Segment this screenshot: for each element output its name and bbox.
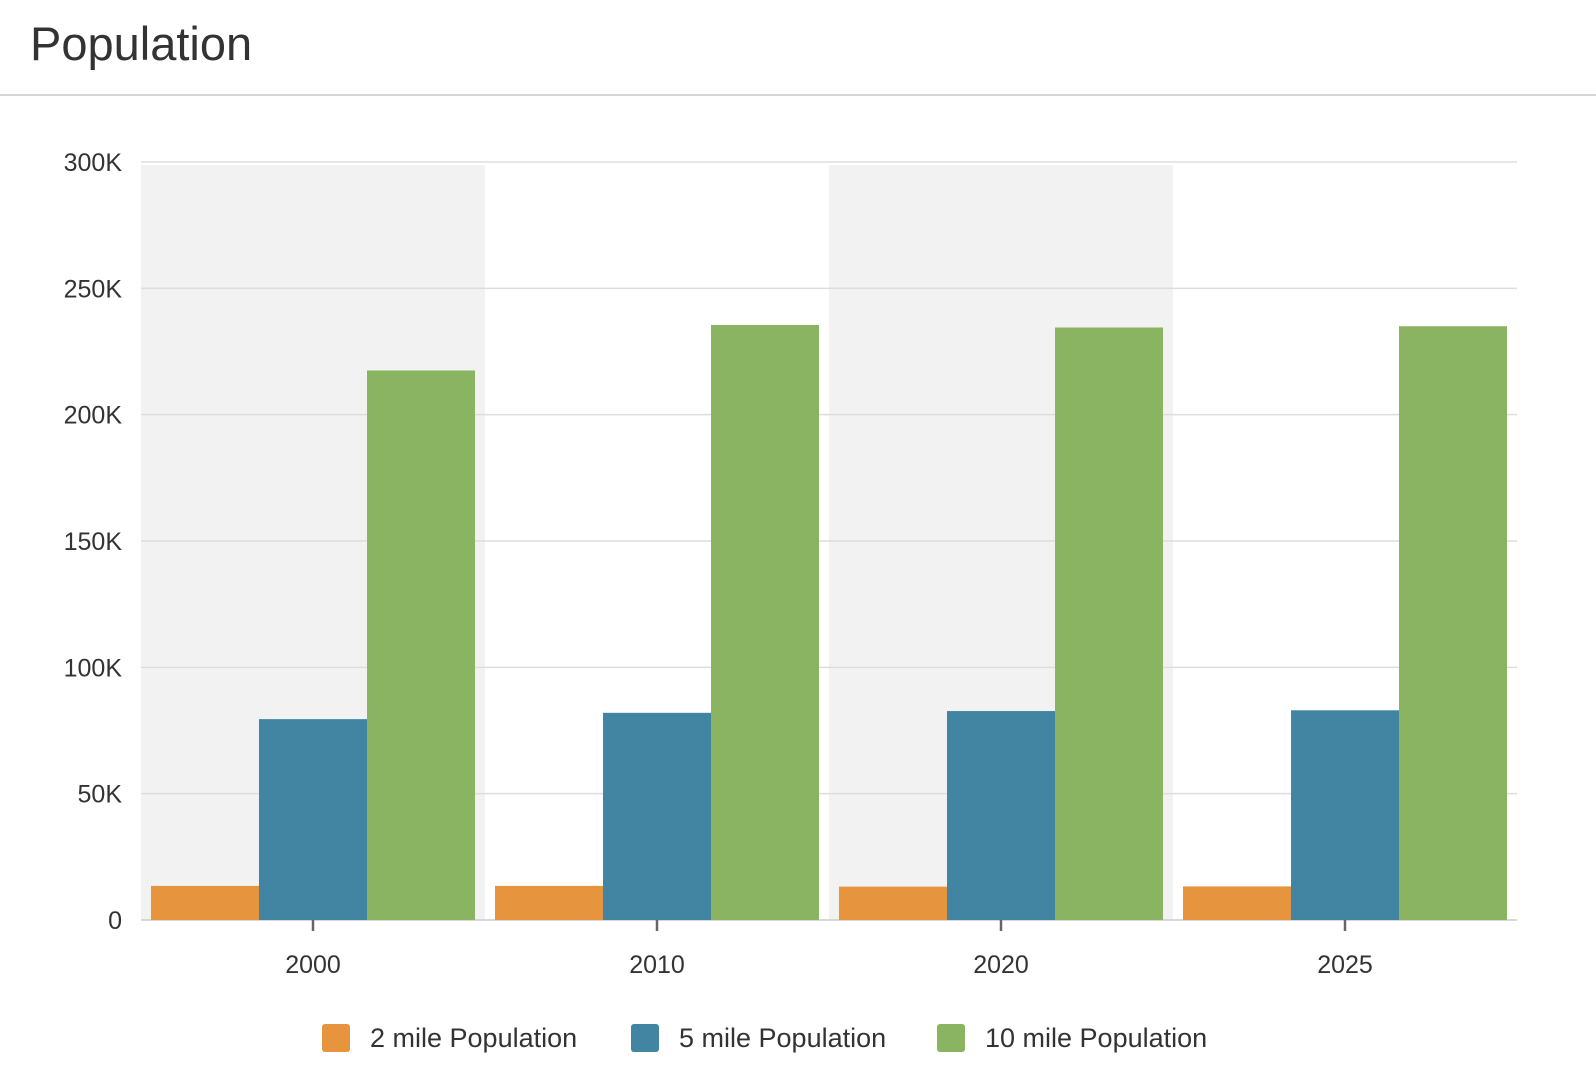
bar: [495, 885, 603, 920]
x-tick-label: 2020: [973, 951, 1029, 979]
bar: [1291, 710, 1399, 920]
header: Population: [0, 0, 1596, 96]
bar: [1183, 886, 1291, 920]
legend-swatch: [322, 1024, 350, 1052]
bar: [367, 370, 475, 920]
y-tick-label: 200K: [64, 402, 123, 430]
legend-item: 5 mile Population: [631, 1023, 886, 1053]
legend-item: 2 mile Population: [322, 1023, 577, 1053]
x-tick-label: 2025: [1317, 951, 1373, 979]
legend-swatch: [631, 1024, 659, 1052]
bar: [839, 886, 947, 920]
legend-label: 10 mile Population: [985, 1023, 1207, 1053]
legend-item: 10 mile Population: [937, 1023, 1207, 1053]
bar: [603, 712, 711, 920]
x-tick-label: 2000: [285, 951, 341, 979]
legend-label: 2 mile Population: [370, 1023, 577, 1053]
y-tick-label: 150K: [64, 528, 123, 556]
y-tick-label: 50K: [78, 781, 123, 809]
y-tick-label: 100K: [64, 654, 123, 682]
bar: [947, 711, 1055, 920]
legend-swatch: [937, 1024, 965, 1052]
bar: [1055, 327, 1163, 920]
y-tick-label: 300K: [64, 149, 123, 177]
bar: [711, 324, 819, 921]
bar: [151, 885, 259, 920]
bar: [1399, 326, 1507, 920]
y-tick-label: 0: [108, 907, 122, 935]
y-tick-label: 250K: [64, 275, 123, 303]
bar: [259, 719, 367, 920]
x-tick-label: 2010: [629, 951, 685, 979]
page-title: Population: [30, 17, 253, 70]
legend-label: 5 mile Population: [679, 1023, 886, 1053]
